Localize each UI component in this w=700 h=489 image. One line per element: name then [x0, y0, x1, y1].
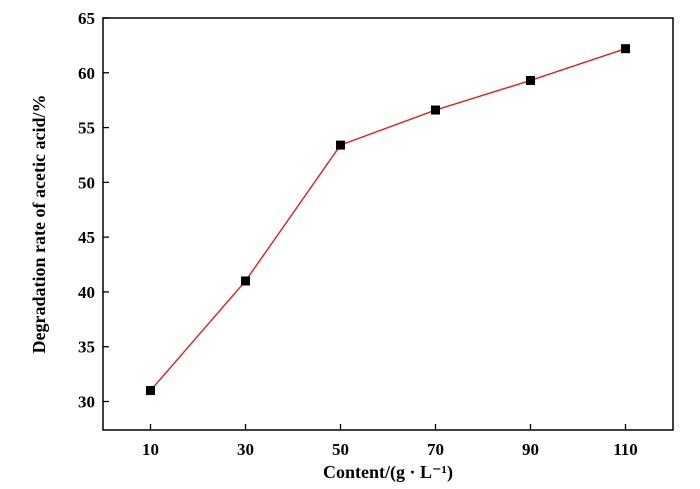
y-tick-label: 55: [78, 119, 95, 138]
x-tick-label: 110: [613, 440, 638, 459]
plot-frame: [102, 17, 674, 431]
data-point: [621, 44, 630, 54]
y-tick-label: 30: [78, 393, 95, 412]
y-tick-label: 60: [78, 64, 95, 83]
y-tick-label: 50: [78, 173, 95, 192]
y-tick-label: 40: [78, 283, 95, 302]
y-axis-label: Degradation rate of acetic acid/%: [29, 95, 49, 354]
data-point: [431, 105, 440, 115]
y-tick-label: 35: [78, 338, 95, 357]
x-tick-label: 30: [237, 440, 254, 459]
y-tick-label: 45: [78, 228, 95, 247]
x-tick-label: 70: [427, 440, 444, 459]
y-axis-ticks: 30 35 40 45 50 55 60 65: [78, 9, 109, 412]
data-point: [146, 386, 155, 396]
x-axis-label: Content/(g · L⁻¹): [323, 462, 453, 483]
data-point: [526, 75, 535, 85]
data-point: [241, 276, 250, 286]
x-axis-ticks: 10 30 50 70 90 110: [142, 424, 638, 459]
data-point: [336, 140, 345, 150]
x-tick-label: 10: [142, 440, 159, 459]
x-tick-label: 50: [332, 440, 349, 459]
series-group: [146, 44, 630, 396]
x-tick-label: 90: [522, 440, 539, 459]
series-line: [149, 48, 626, 392]
y-tick-label: 65: [78, 9, 95, 28]
